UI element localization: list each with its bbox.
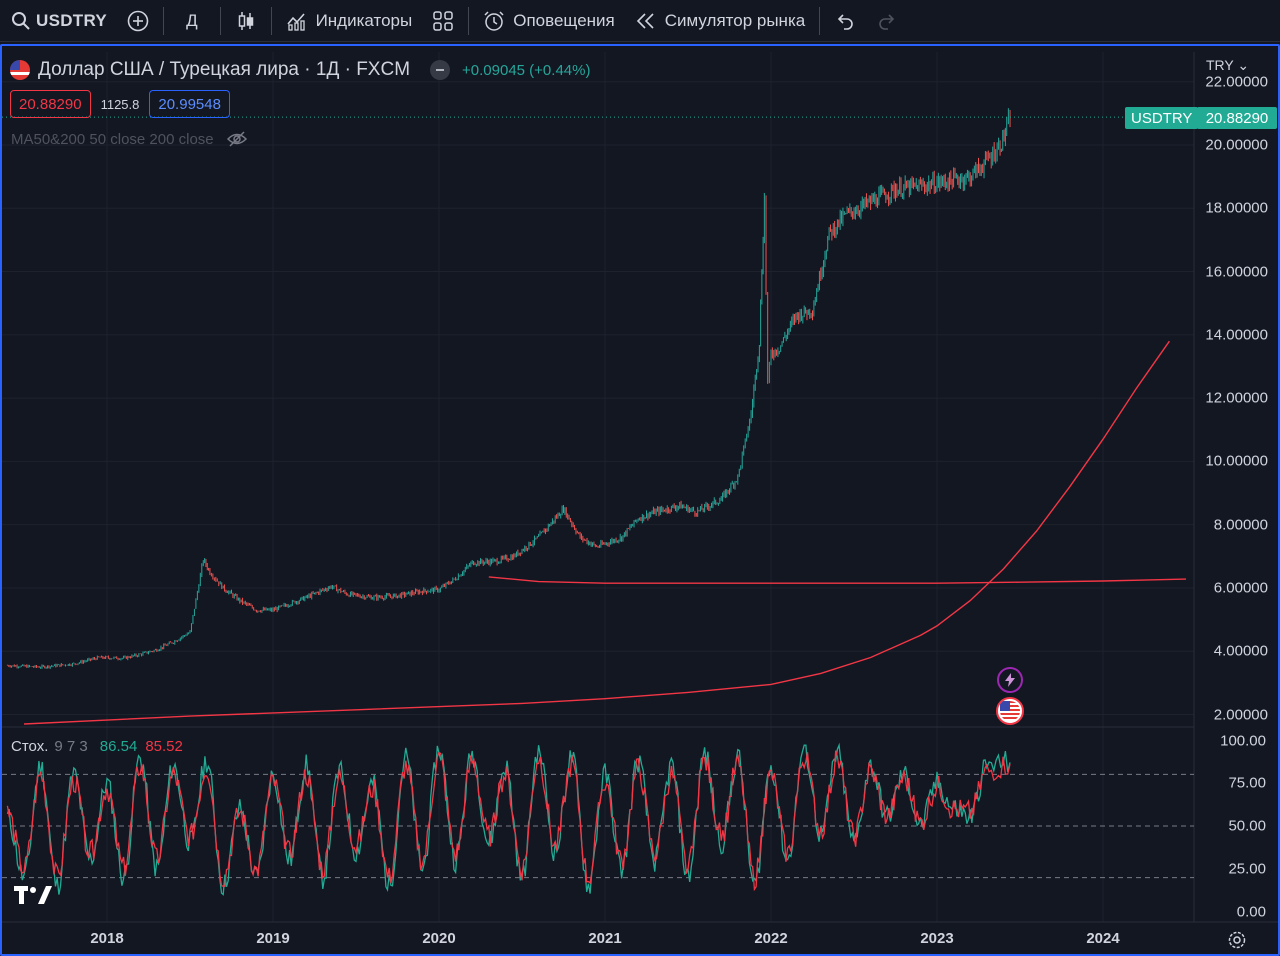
tradingview-logo-icon[interactable] <box>14 882 56 906</box>
search-icon <box>10 10 32 32</box>
currency-selector[interactable]: TRY ⌄ <box>1206 57 1250 73</box>
stoch-tick-label: 0.00 <box>1236 903 1266 921</box>
time-scale[interactable]: 2018 2019 2020 2021 2022 2023 2024 <box>0 926 1194 952</box>
symbol-search-button[interactable]: USDTRY <box>0 0 117 42</box>
price-tick-label: 2.00000 <box>1213 706 1268 723</box>
plus-circle-icon <box>127 10 149 32</box>
replay-button[interactable]: Симулятор рынка <box>625 0 815 42</box>
currency-label: TRY <box>1206 57 1234 73</box>
compare-button[interactable] <box>117 0 159 42</box>
stoch-d-value: 85.52 <box>145 738 183 755</box>
time-tick-label: 2022 <box>754 930 788 947</box>
templates-button[interactable] <box>422 0 464 42</box>
time-tick-label: 2024 <box>1086 930 1120 947</box>
usd-flag-icon <box>10 60 30 80</box>
sell-price-button[interactable]: 20.88290 <box>10 90 91 118</box>
price-tick-label: 14.00000 <box>1205 326 1268 344</box>
stoch-line-k[interactable] <box>6 742 1011 896</box>
stoch-scale[interactable]: 100.00 75.00 50.00 25.00 0.00 <box>1194 728 1280 922</box>
price-tick-label: 18.00000 <box>1205 199 1268 217</box>
market-status-icon[interactable] <box>430 60 451 80</box>
alerts-label: Оповещения <box>513 10 615 30</box>
price-tick-label: 6.00000 <box>1213 579 1268 597</box>
stoch-k-value: 86.54 <box>99 738 138 755</box>
economic-event-us-flag-icon[interactable] <box>996 697 1024 725</box>
chart-legend[interactable]: Доллар США / Турецкая лира · 1Д · FXCM +… <box>10 57 590 83</box>
price-scale[interactable]: 22.00000 20.00000 18.00000 16.00000 14.00000… <box>1194 52 1280 724</box>
undo-icon <box>834 10 856 32</box>
toolbar-divider <box>468 6 470 35</box>
redo-icon <box>876 10 898 32</box>
stoch-tick-label: 25.00 <box>1228 860 1266 878</box>
lightning-icon <box>1005 673 1015 687</box>
ma-indicator-legend[interactable]: MA50&200 50 close 200 close <box>11 130 248 148</box>
interval-label: Д <box>186 10 198 30</box>
ma-indicator-label: MA50&200 50 close 200 close <box>11 130 214 148</box>
price-tick-label: 8.00000 <box>1213 516 1268 534</box>
event-bolt-icon[interactable] <box>997 667 1023 693</box>
time-tick-label: 2021 <box>588 930 622 947</box>
price-tick-label: 16.00000 <box>1205 263 1268 281</box>
redo-button[interactable] <box>866 0 908 42</box>
toolbar-divider <box>163 6 165 35</box>
stoch-tick-label: 75.00 <box>1228 774 1266 792</box>
time-tick-label: 2019 <box>256 930 290 947</box>
us-flag-icon <box>1000 701 1020 721</box>
price-tick-label: 12.00000 <box>1205 389 1268 407</box>
indicators-icon <box>286 10 308 32</box>
bid-ask-panel: 20.88290 1125.8 20.99548 <box>10 90 230 118</box>
price-tick-label: 4.00000 <box>1213 642 1268 660</box>
alarm-clock-icon <box>483 10 505 32</box>
toolbar-divider <box>270 6 272 35</box>
last-price-symbol-label: USDTRY <box>1125 107 1199 129</box>
indicators-button[interactable]: Индикаторы <box>276 0 423 42</box>
stoch-line-d[interactable] <box>6 750 1011 892</box>
time-tick-label: 2023 <box>920 930 954 947</box>
grid-icon <box>432 10 454 32</box>
settings-gear-icon[interactable] <box>1226 929 1248 951</box>
price-tick-label: 22.00000 <box>1205 73 1268 91</box>
ma-line-ma200[interactable] <box>488 576 1187 584</box>
toolbar-divider <box>219 6 221 35</box>
stoch-indicator-legend[interactable]: Стох. 9 7 3 86.54 85.52 <box>11 738 183 755</box>
price-tick-label: 20.00000 <box>1205 136 1268 154</box>
legend-change: +0.09045 (+0.44%) <box>462 61 591 79</box>
ma-line-ma50[interactable] <box>23 340 1170 725</box>
stoch-params: 9 7 3 <box>54 738 88 755</box>
candles-icon <box>235 10 257 32</box>
stoch-tick-label: 100.00 <box>1220 732 1266 750</box>
stoch-tick-label: 50.00 <box>1228 817 1266 835</box>
interval-button[interactable]: Д <box>168 0 216 42</box>
spread-value: 1125.8 <box>100 96 140 112</box>
chart-type-button[interactable] <box>225 0 267 42</box>
chart-frame <box>0 44 1280 956</box>
price-tick-label: 10.00000 <box>1205 452 1268 470</box>
symbol-label: USDTRY <box>36 10 108 30</box>
rewind-icon <box>635 10 657 32</box>
undo-button[interactable] <box>824 0 866 42</box>
buy-price-button[interactable]: 20.99548 <box>149 90 230 118</box>
stoch-name: Стох. <box>11 738 49 755</box>
alerts-button[interactable]: Оповещения <box>473 0 625 42</box>
last-price-value-label: 20.88290 <box>1197 107 1277 129</box>
replay-label: Симулятор рынка <box>664 10 806 30</box>
top-toolbar: USDTRY Д Индикаторы <box>0 0 1280 42</box>
eye-off-icon[interactable] <box>226 130 248 148</box>
legend-title: Доллар США / Турецкая лира · 1Д · FXCM <box>38 59 411 80</box>
toolbar-divider <box>819 6 821 35</box>
time-tick-label: 2018 <box>90 930 124 947</box>
indicators-label: Индикаторы <box>315 10 413 30</box>
time-tick-label: 2020 <box>422 930 456 947</box>
